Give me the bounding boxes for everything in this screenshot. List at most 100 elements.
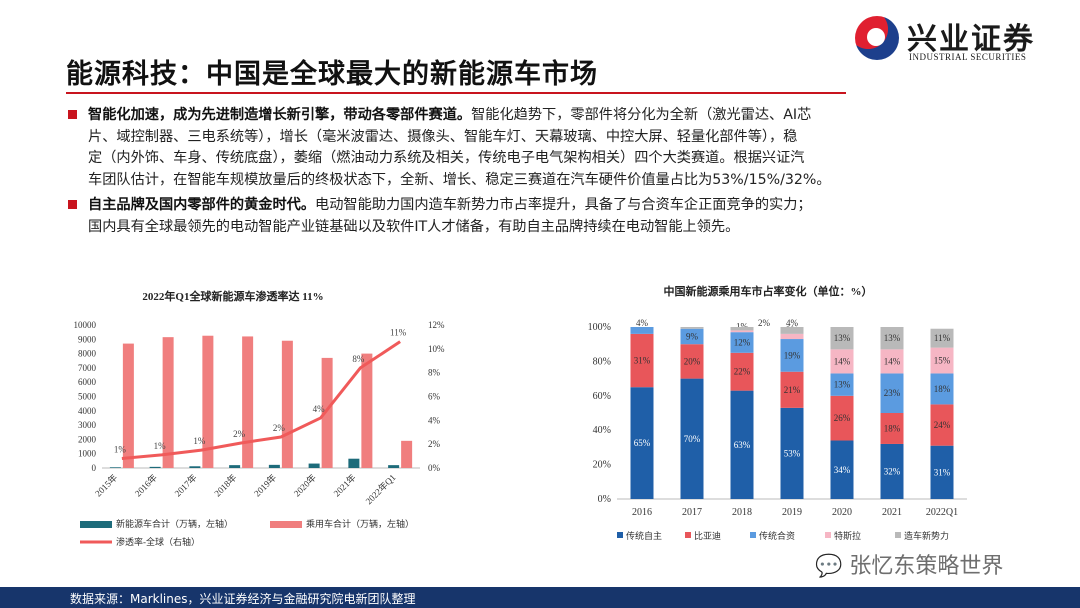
legend-swatch: [80, 521, 112, 528]
y-left-tick-label: 6000: [78, 377, 97, 387]
segment-data-label: 21%: [784, 385, 801, 395]
legend-label: 特斯拉: [834, 530, 861, 541]
y-left-tick-label: 5000: [78, 392, 97, 402]
segment-data-label: 4%: [786, 318, 799, 328]
segment-data-label: 34%: [834, 465, 851, 475]
passenger-total-bar: [162, 337, 174, 468]
byd-segment: [730, 352, 754, 391]
legend-label: 新能源车合计（万辆，左轴）: [116, 518, 233, 529]
x-tick-label: 2022年Q1: [363, 472, 398, 507]
y-tick-label: 0%: [598, 494, 611, 505]
byd-segment: [880, 413, 904, 444]
segment-data-label: 13%: [834, 333, 851, 343]
ev-total-bar: [388, 465, 400, 468]
tesla-segment: [730, 330, 754, 333]
legend-swatch: [825, 532, 831, 538]
new-forces-segment: [680, 327, 704, 329]
ev-total-bar: [268, 464, 280, 468]
passenger-total-bar: [361, 353, 373, 468]
byd-segment: [780, 371, 804, 408]
penetration-data-label: 1%: [193, 436, 206, 446]
bullet-paragraph-2: 自主品牌及国内零部件的黄金时代。电动智能助力国内造车新势力市占率提升，具备了与合…: [68, 195, 1028, 238]
legend-label: 乘用车合计（万辆，左轴）: [306, 518, 414, 529]
bullet-square-icon: [68, 200, 77, 209]
x-tick-label: 2022Q1: [926, 507, 958, 518]
y-right-tick-label: 8%: [428, 368, 441, 378]
y-right-tick-label: 0%: [428, 463, 441, 473]
segment-data-label: 18%: [934, 384, 951, 394]
y-right-tick-label: 2%: [428, 439, 441, 449]
segment-data-label: 14%: [834, 356, 851, 366]
paragraph-1-lead: 智能化加速，成为先进制造增长新引擎，带动各零部件赛道。: [88, 107, 472, 123]
penetration-data-label: 2%: [273, 423, 286, 433]
legend-swatch: [685, 532, 691, 538]
x-tick-label: 2018年: [212, 472, 239, 499]
paragraph-2-lead: 自主品牌及国内零部件的黄金时代。: [88, 197, 316, 213]
bullet-paragraph-1: 智能化加速，成为先进制造增长新引擎，带动各零部件赛道。智能化趋势下，零部件将分化…: [68, 105, 1028, 191]
segment-data-label: 4%: [636, 318, 649, 328]
legend-swatch: [895, 532, 901, 538]
paragraph-1-line-3: 定（内外饰、车身、传统底盘），萎缩（燃油动力系统及相关，传统电子电气架构相关）四…: [88, 150, 805, 166]
tesla-segment: [780, 333, 804, 340]
segment-data-label: 70%: [684, 434, 701, 444]
logo-en-text: INDUSTRIAL SECURITIES: [909, 52, 1027, 62]
segment-data-label: 23%: [884, 388, 901, 398]
segment-data-label: 13%: [884, 333, 901, 343]
y-right-tick-label: 10%: [428, 344, 445, 354]
paragraph-1-line-4: 车团队估计，在智能车规模放量后的终极状态下，全新、增长、稳定三赛道在汽车硬件价值…: [88, 171, 831, 188]
y-left-tick-label: 1000: [78, 449, 97, 459]
y-right-tick-label: 12%: [428, 320, 445, 330]
byd-segment: [830, 395, 854, 441]
passenger-total-bar: [202, 335, 214, 468]
segment-data-label: 12%: [734, 337, 751, 347]
y-left-tick-label: 4000: [78, 406, 97, 416]
paragraph-2-line-2: 国内具有全球最领先的电动智能产业链基础以及软件IT人才储备，有助自主品牌持续在电…: [88, 218, 740, 235]
segment-data-label: 1%: [736, 321, 749, 331]
x-tick-label: 2020: [832, 507, 852, 518]
new-forces-segment: [780, 327, 804, 334]
segment-data-label: 15%: [934, 356, 951, 366]
tesla-segment: [880, 349, 904, 374]
segment-data-label: 13%: [834, 380, 851, 390]
domestic-brand-segment: [830, 440, 854, 499]
legend-label: 比亚迪: [694, 530, 721, 541]
y-left-tick-label: 7000: [78, 363, 97, 373]
x-tick-label: 2018: [732, 507, 752, 518]
x-tick-label: 2016年: [132, 472, 159, 499]
page-title: 能源科技：中国是全球最大的新能源车市场: [66, 59, 598, 90]
watermark-text: 张忆东策略世界: [849, 554, 1004, 579]
byd-segment: [930, 404, 954, 446]
segment-data-label: 18%: [884, 423, 901, 433]
y-left-tick-label: 9000: [78, 334, 97, 344]
passenger-total-bar: [281, 340, 293, 468]
legend-swatch: [750, 532, 756, 538]
legend-swatch: [270, 521, 302, 528]
segment-data-label: 22%: [734, 367, 751, 377]
x-tick-label: 2021: [882, 507, 902, 518]
x-tick-label: 2019年: [251, 472, 278, 499]
bullet-square-icon: [68, 110, 77, 119]
ev-total-bar: [348, 458, 360, 468]
tesla-segment: [830, 349, 854, 374]
segment-data-label: 2%: [758, 318, 771, 328]
segment-data-label: 65%: [634, 438, 651, 448]
segment-data-label: 63%: [734, 440, 751, 450]
new-forces-segment: [730, 327, 754, 331]
paragraph-1-line-2: 片、域控制器、三电系统等），增长（毫米波雷达、摄像头、智能车灯、天幕玻璃、中控大…: [88, 128, 798, 145]
y-left-tick-label: 8000: [78, 349, 97, 359]
penetration-data-label: 2%: [233, 429, 246, 439]
data-source: 数据来源：Marklines，兴业证券经济与金融研究院电新团队整理: [70, 592, 416, 606]
domestic-brand-segment: [930, 445, 954, 499]
x-tick-label: 2021年: [331, 472, 358, 499]
segment-data-label: 32%: [884, 466, 901, 476]
penetration-data-label: 11%: [390, 328, 407, 338]
x-tick-label: 2019: [782, 507, 802, 518]
ev-total-bar: [189, 466, 201, 468]
segment-data-label: 31%: [634, 356, 651, 366]
penetration-data-label: 1%: [154, 441, 167, 451]
x-tick-label: 2016: [632, 507, 652, 518]
byd-segment: [680, 344, 704, 379]
legend-label: 渗透率-全球（右轴）: [116, 536, 200, 547]
domestic-brand-segment: [680, 378, 704, 499]
domestic-brand-segment: [630, 387, 654, 499]
